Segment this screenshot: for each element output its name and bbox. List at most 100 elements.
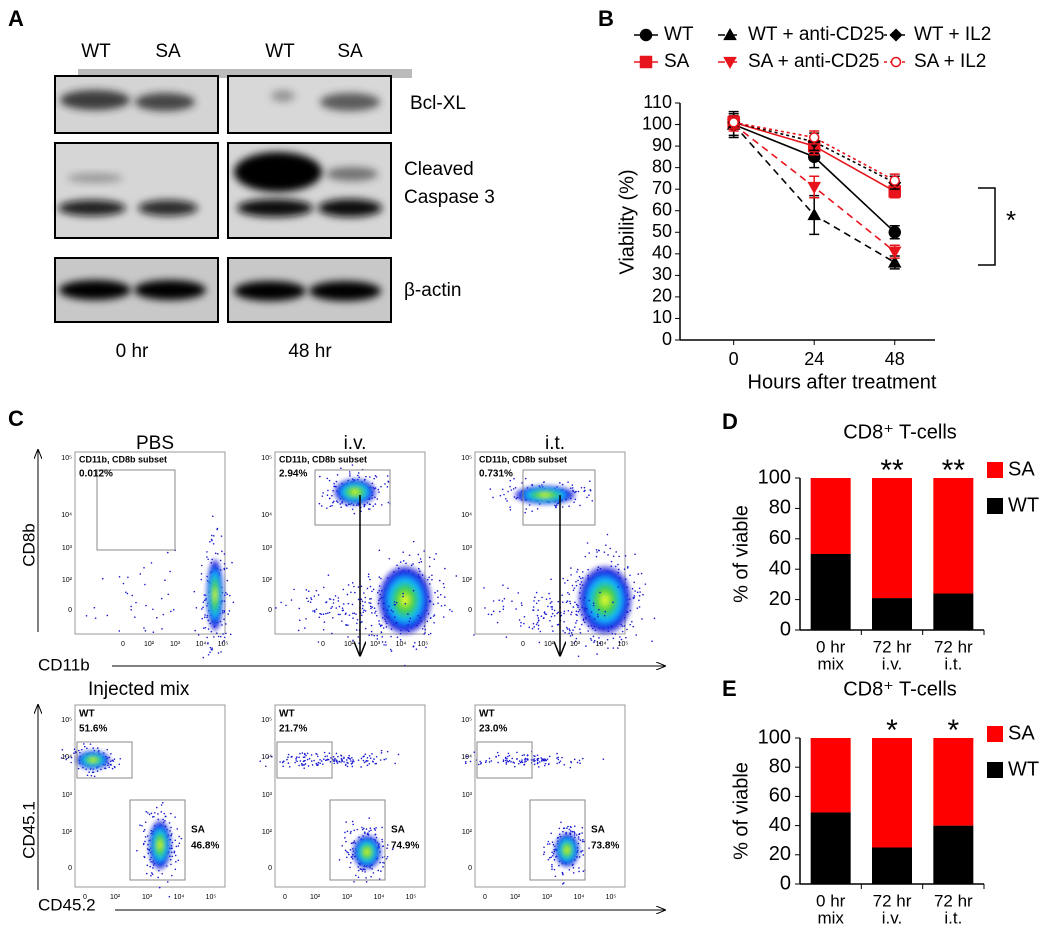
event-dot [344, 764, 347, 766]
event-dot [444, 596, 446, 598]
x-tick-sublabel: mix [817, 654, 844, 673]
event-dot [638, 587, 641, 590]
event-dot [577, 606, 579, 608]
event-dot [344, 837, 346, 839]
event-dot [150, 874, 152, 877]
event-dot [548, 843, 551, 845]
event-dot [390, 650, 393, 652]
event-dot [163, 812, 166, 815]
y-tick-label: 60 [652, 199, 672, 219]
event-dot [548, 755, 551, 758]
flow-tick-label: 10² [462, 829, 473, 836]
event-dot [223, 618, 225, 621]
event-dot [360, 585, 363, 588]
event-dot [433, 621, 435, 624]
event-dot [368, 601, 370, 604]
event-dot [368, 476, 371, 478]
event-dot [577, 490, 580, 493]
event-dot [567, 609, 570, 612]
event-dot [581, 832, 583, 834]
event-dot [510, 489, 513, 491]
event-dot [352, 760, 355, 763]
event-dot [174, 868, 177, 871]
event-dot [328, 611, 331, 614]
event-dot [145, 872, 148, 875]
event-dot [541, 759, 543, 761]
event-dot [125, 591, 127, 594]
event-dot [444, 567, 446, 570]
event-dot [551, 865, 553, 868]
y-tick-label: 80 [769, 497, 791, 519]
event-dot [502, 584, 504, 586]
event-dot [431, 578, 433, 581]
event-dot [312, 610, 314, 612]
event-dot [216, 528, 218, 531]
event-dot [334, 595, 337, 597]
event-dot [376, 498, 379, 500]
event-dot [286, 758, 288, 761]
event-dot [352, 639, 354, 642]
event-dot [523, 615, 526, 618]
gate-percent: 73.8% [591, 841, 619, 852]
event-dot [589, 488, 592, 491]
event-dot [469, 760, 472, 763]
event-dot [558, 827, 561, 830]
event-dot [570, 611, 573, 614]
flow-plot: i.t.CD11b, CD8b subset 0.731% WT 23.0% SA 73.… [451, 433, 656, 901]
event-dot [301, 752, 304, 754]
event-dot [538, 761, 541, 763]
event-dot [428, 565, 431, 568]
flow-tick-label: 10⁴ [61, 754, 72, 761]
y-tick-label: 40 [769, 814, 791, 836]
event-dot [340, 755, 343, 757]
event-dot [338, 859, 341, 861]
event-dot [333, 760, 336, 762]
event-dot [593, 639, 596, 642]
event-dot [576, 568, 579, 571]
event-dot [428, 556, 431, 559]
event-dot [488, 757, 491, 760]
event-dot [550, 856, 552, 859]
event-dot [336, 760, 338, 763]
event-dot [357, 472, 360, 474]
band [138, 200, 198, 216]
event-dot [607, 554, 609, 556]
event-dot [350, 830, 352, 833]
event-dot [375, 755, 378, 758]
event-dot [519, 761, 522, 764]
event-dot [65, 758, 68, 761]
event-dot [419, 617, 422, 619]
event-dot [200, 578, 203, 581]
event-dot [146, 864, 149, 867]
event-dot [113, 758, 116, 760]
legend-label: SA [1008, 722, 1035, 744]
event-dot [631, 587, 634, 590]
event-dot [90, 774, 93, 777]
event-dot [385, 857, 388, 860]
event-dot [547, 858, 550, 861]
event-dot [533, 758, 536, 760]
event-dot [570, 631, 573, 634]
event-dot [143, 627, 145, 629]
event-dot [412, 589, 415, 592]
axis-label: CD45.2 [38, 895, 96, 914]
event-dot [610, 560, 613, 563]
event-dot [588, 847, 590, 849]
event-dot [202, 656, 205, 659]
flow-tick-label: 10³ [342, 894, 353, 901]
flow-tick-label: 10³ [170, 641, 181, 648]
event-dot [301, 764, 303, 766]
event-dot [537, 617, 540, 619]
event-dot [328, 752, 331, 755]
event-dot [552, 630, 554, 632]
event-dot [596, 653, 598, 655]
event-dot [524, 759, 526, 761]
event-dot [175, 861, 177, 863]
event-dot [171, 833, 173, 835]
event-dot [423, 633, 425, 635]
event-dot [221, 624, 223, 626]
event-dot [321, 495, 324, 497]
event-dot [498, 599, 501, 601]
legend-label: WT + IL2 [914, 24, 991, 45]
event-dot [593, 641, 595, 644]
